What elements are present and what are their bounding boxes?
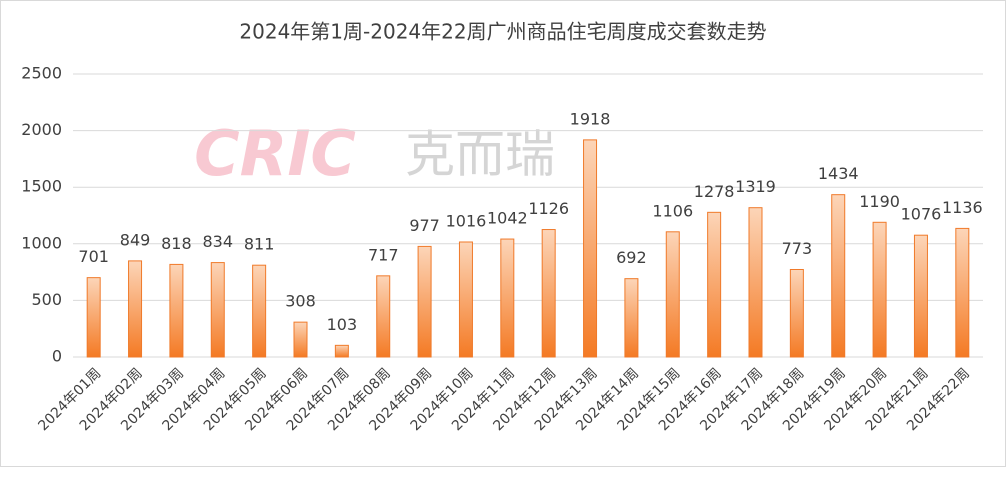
bar	[789, 268, 804, 358]
bar	[831, 194, 846, 358]
bar	[252, 264, 267, 358]
bar	[913, 234, 928, 358]
y-tick-label: 1000	[21, 233, 62, 252]
value-label: 849	[120, 230, 151, 249]
value-label: 1278	[694, 182, 735, 201]
bar	[541, 229, 556, 358]
y-tick-label: 1500	[21, 177, 62, 196]
bar	[128, 260, 143, 358]
bar	[748, 207, 763, 358]
bar	[707, 211, 722, 358]
value-label: 1076	[901, 205, 942, 224]
value-label: 103	[327, 315, 358, 334]
value-label: 1918	[570, 109, 611, 128]
bar	[86, 277, 101, 358]
bar	[500, 238, 515, 358]
value-label: 701	[78, 247, 109, 266]
bar	[169, 263, 184, 358]
value-label: 773	[782, 239, 813, 258]
value-label: 1136	[942, 198, 983, 217]
value-label: 1126	[528, 199, 569, 218]
bar	[293, 321, 308, 358]
value-label: 834	[202, 232, 233, 251]
watermark-text: 克而瑞	[405, 126, 555, 184]
value-label: 811	[244, 235, 275, 254]
bar	[417, 245, 432, 358]
value-label: 1434	[818, 164, 859, 183]
bar	[334, 344, 349, 358]
value-label: 717	[368, 245, 399, 264]
bar	[624, 278, 639, 358]
bar	[872, 221, 887, 358]
value-label: 977	[409, 216, 440, 235]
bar	[583, 139, 598, 358]
y-tick-label: 500	[31, 290, 62, 309]
y-tick-label: 0	[52, 347, 62, 366]
value-label: 1190	[859, 192, 900, 211]
value-label: 692	[616, 248, 647, 267]
bar	[955, 227, 970, 358]
y-tick-label: 2000	[21, 120, 62, 139]
bar	[376, 275, 391, 358]
value-label: 1042	[487, 209, 528, 228]
value-label: 1016	[446, 211, 487, 230]
watermark-logo: CRIC	[194, 117, 356, 190]
bar	[458, 241, 473, 358]
chart-title: 2024年第1周-2024年22周广州商品住宅周度成交套数走势	[239, 20, 766, 44]
value-label: 1319	[735, 177, 776, 196]
y-tick-label: 2500	[21, 64, 62, 83]
bar	[210, 262, 225, 358]
value-label: 1106	[652, 201, 693, 220]
value-label: 818	[161, 234, 192, 253]
value-label: 308	[285, 292, 316, 311]
bar	[665, 231, 680, 358]
